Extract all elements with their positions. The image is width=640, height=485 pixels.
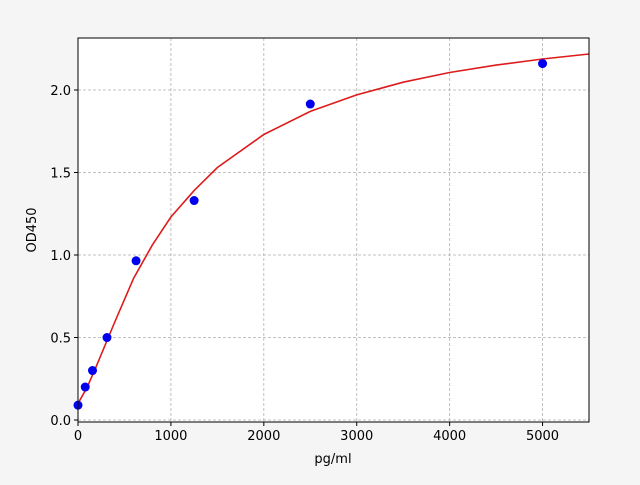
data-point: [87, 366, 97, 376]
x-axis-label: pg/ml: [314, 452, 351, 467]
x-tick-label: 2000: [247, 429, 280, 444]
x-tick-label: 0: [74, 429, 82, 444]
y-tick-label: 0.0: [50, 414, 71, 429]
data-point: [131, 256, 141, 266]
y-axis-label: OD450: [25, 207, 40, 252]
data-point: [80, 382, 90, 392]
y-tick-label: 0.5: [50, 332, 71, 347]
x-tick-label: 4000: [433, 429, 466, 444]
x-tick-label: 1000: [154, 429, 187, 444]
y-tick-label: 1.5: [50, 166, 71, 181]
y-tick-label: 2.0: [50, 84, 71, 99]
x-tick-label: 5000: [526, 429, 559, 444]
plot-area: [78, 38, 589, 422]
data-points: [73, 59, 548, 410]
plot-frame: [77, 37, 590, 423]
data-point: [102, 333, 112, 343]
data-point: [538, 59, 548, 69]
x-tick-label: 3000: [340, 429, 373, 444]
axis-ticks: 0 1000 2000 3000 4000 5000 0.0 0.5 1.0 1.5 2.0: [50, 84, 559, 444]
data-point: [189, 196, 199, 206]
data-point: [305, 99, 315, 109]
y-tick-label: 1.0: [50, 249, 71, 264]
